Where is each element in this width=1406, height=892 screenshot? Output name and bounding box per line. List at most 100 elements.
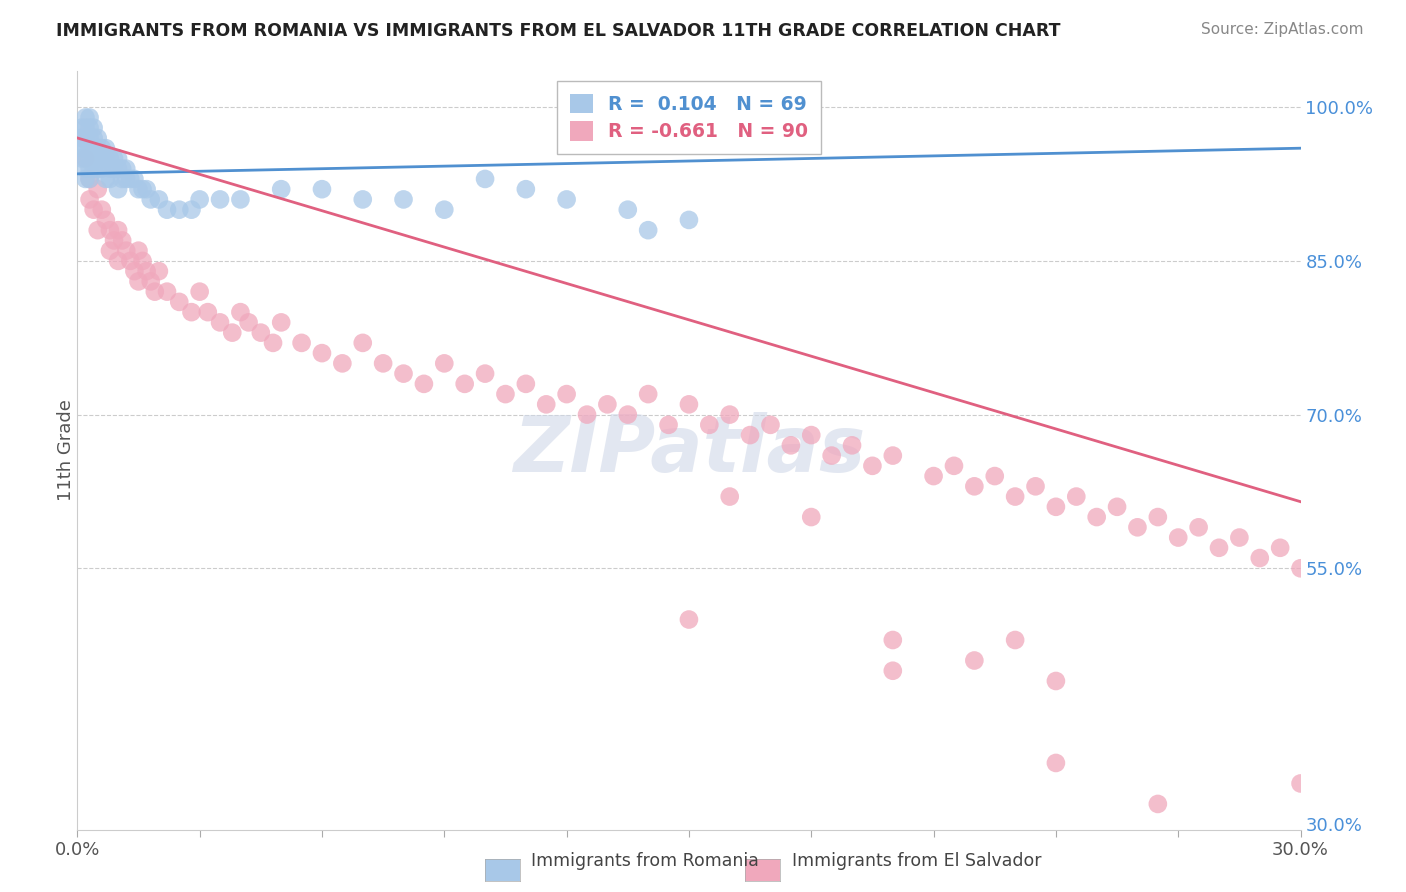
Point <box>79 152 101 166</box>
Point <box>658 417 681 432</box>
Point <box>127 182 149 196</box>
Point <box>75 111 97 125</box>
Point <box>984 469 1007 483</box>
Point <box>131 254 153 268</box>
Point <box>678 213 700 227</box>
Point <box>115 172 138 186</box>
Point <box>699 417 721 432</box>
Text: Source: ZipAtlas.com: Source: ZipAtlas.com <box>1201 22 1364 37</box>
Point <box>103 161 125 176</box>
Point <box>576 408 599 422</box>
Point <box>94 172 117 186</box>
Point <box>197 305 219 319</box>
Point <box>1024 479 1046 493</box>
Point <box>1147 797 1170 811</box>
Point <box>555 387 578 401</box>
Point <box>1045 500 1067 514</box>
Point <box>1268 541 1291 555</box>
Point <box>1045 756 1067 770</box>
Point <box>555 193 578 207</box>
Point <box>495 387 517 401</box>
Point <box>392 367 415 381</box>
Point <box>169 294 191 309</box>
Point <box>83 152 105 166</box>
Point <box>332 356 354 370</box>
Point <box>821 449 844 463</box>
Point <box>1187 520 1209 534</box>
Point <box>90 161 112 176</box>
Point <box>1289 776 1312 790</box>
Point <box>862 458 884 473</box>
Point <box>413 376 436 391</box>
Point <box>87 182 110 196</box>
Point <box>124 264 146 278</box>
Point <box>882 633 904 648</box>
Point <box>156 285 179 299</box>
Point <box>169 202 191 217</box>
Point <box>371 356 394 370</box>
Point <box>94 213 117 227</box>
Point <box>188 193 211 207</box>
Point <box>87 131 110 145</box>
Point <box>83 120 105 135</box>
Point <box>98 244 121 258</box>
Point <box>1004 490 1026 504</box>
Point <box>70 131 93 145</box>
Point <box>115 244 138 258</box>
Text: Immigrants from Romania: Immigrants from Romania <box>531 852 759 870</box>
Point <box>98 172 121 186</box>
Point <box>1147 510 1170 524</box>
Point <box>75 131 97 145</box>
Point <box>208 193 231 207</box>
Point <box>617 408 640 422</box>
Point <box>75 120 97 135</box>
Point <box>229 193 252 207</box>
Point <box>70 120 93 135</box>
Point <box>70 141 93 155</box>
Point <box>270 315 292 329</box>
Point <box>139 274 162 288</box>
Point <box>515 182 537 196</box>
Point <box>75 141 97 155</box>
Point <box>1289 561 1312 575</box>
Point <box>148 193 170 207</box>
Legend: R =  0.104   N = 69, R = -0.661   N = 90: R = 0.104 N = 69, R = -0.661 N = 90 <box>557 81 821 154</box>
Point <box>107 223 129 237</box>
Point <box>107 161 129 176</box>
Point <box>238 315 260 329</box>
Point <box>1004 633 1026 648</box>
Point <box>1208 541 1230 555</box>
Point <box>87 223 110 237</box>
Point <box>474 172 496 186</box>
Point <box>740 428 762 442</box>
Point <box>79 131 101 145</box>
Point <box>1107 500 1129 514</box>
Point <box>127 274 149 288</box>
Point <box>98 152 121 166</box>
Point <box>98 161 121 176</box>
Point <box>143 285 166 299</box>
Point <box>1045 673 1067 688</box>
Point <box>111 172 134 186</box>
Point <box>637 387 659 401</box>
Point <box>453 376 475 391</box>
Point <box>83 141 105 155</box>
Point <box>83 161 105 176</box>
Point <box>124 172 146 186</box>
Point <box>79 111 101 125</box>
Point <box>1126 520 1149 534</box>
Point <box>779 438 801 452</box>
Point <box>75 152 97 166</box>
Point <box>75 152 97 166</box>
Point <box>115 161 138 176</box>
Point <box>94 152 117 166</box>
Point <box>103 152 125 166</box>
Y-axis label: 11th Grade: 11th Grade <box>58 400 75 501</box>
Point <box>107 152 129 166</box>
Point <box>83 202 105 217</box>
Point <box>963 653 986 667</box>
Point <box>221 326 243 340</box>
Point <box>103 234 125 248</box>
Point <box>718 490 741 504</box>
Point <box>1085 510 1108 524</box>
